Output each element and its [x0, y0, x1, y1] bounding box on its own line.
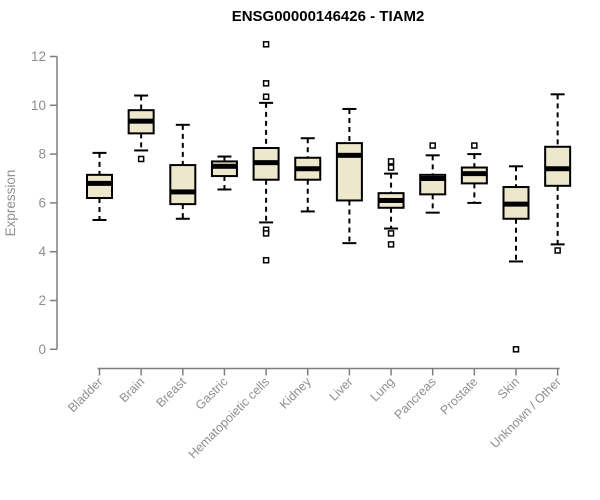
- median-line: [211, 163, 237, 169]
- median-line: [253, 160, 279, 166]
- boxplot-kidney: [294, 137, 322, 213]
- y-tick-label: 10: [31, 98, 46, 113]
- boxplot-skin: [502, 165, 530, 353]
- x-tick-label-kidney: Kidney: [277, 374, 314, 411]
- x-tick-label-hematopoietic-cells: Hematopoietic cells: [186, 375, 273, 462]
- x-tick-label-liver: Liver: [326, 375, 355, 404]
- x-tick-label-breast: Breast: [153, 374, 189, 410]
- boxplot-prostate: [460, 142, 488, 204]
- outlier-point: [554, 247, 561, 254]
- outlier-point: [137, 155, 145, 163]
- x-tick-label-gastric: Gastric: [193, 375, 231, 413]
- outlier-point: [262, 80, 270, 87]
- boxplot-unknown-other: [544, 93, 572, 254]
- outlier-point: [512, 346, 520, 353]
- y-tick-label: 0: [38, 342, 46, 357]
- boxplot-liver: [335, 107, 363, 245]
- boxplot-breast: [169, 123, 197, 220]
- median-line: [420, 176, 446, 181]
- outlier-point: [262, 256, 270, 264]
- x-tick-label-brain: Brain: [117, 375, 148, 406]
- y-tick-label: 6: [38, 195, 46, 210]
- iqr-box: [86, 173, 113, 200]
- outlier-point: [262, 230, 270, 237]
- boxplot-lung: [377, 158, 405, 248]
- outlier-point: [262, 93, 270, 101]
- y-tick-label: 4: [38, 244, 46, 259]
- x-tick-label-unknown-other: Unknown / Other: [488, 375, 564, 451]
- outlier-point: [429, 142, 436, 149]
- y-tick-label: 12: [31, 49, 46, 64]
- outlier-point: [387, 164, 395, 171]
- outlier-point: [262, 41, 270, 48]
- y-tick-label: 2: [38, 293, 46, 308]
- median-line: [503, 201, 529, 207]
- x-tick-label-lung: Lung: [368, 375, 398, 405]
- boxplot-brain: [127, 94, 155, 163]
- boxplot-bladder: [86, 151, 113, 221]
- median-line: [378, 197, 404, 203]
- x-tick-label-bladder: Bladder: [65, 375, 105, 415]
- chart-title: ENSG00000146426 - TIAM2: [231, 8, 425, 25]
- boxplot-hematopoietic-cells: [252, 41, 280, 264]
- iqr-box: [169, 164, 197, 206]
- y-tick-label: 8: [38, 147, 46, 162]
- median-line: [336, 152, 362, 158]
- outlier-point: [387, 241, 395, 248]
- median-line: [170, 189, 196, 195]
- median-line: [128, 118, 154, 124]
- iqr-box: [335, 142, 363, 202]
- outlier-point: [387, 230, 395, 237]
- outlier-point: [471, 142, 478, 149]
- x-tick-label-prostate: Prostate: [438, 375, 481, 418]
- x-tick-label-pancreas: Pancreas: [392, 375, 439, 422]
- median-line: [545, 166, 571, 172]
- median-line: [295, 166, 321, 172]
- median-line: [461, 171, 487, 177]
- outlier-point: [387, 158, 395, 165]
- boxplot-pancreas: [419, 142, 447, 214]
- boxplot-gastric: [210, 155, 238, 191]
- median-line: [87, 180, 112, 186]
- x-tick-label-skin: Skin: [495, 375, 522, 402]
